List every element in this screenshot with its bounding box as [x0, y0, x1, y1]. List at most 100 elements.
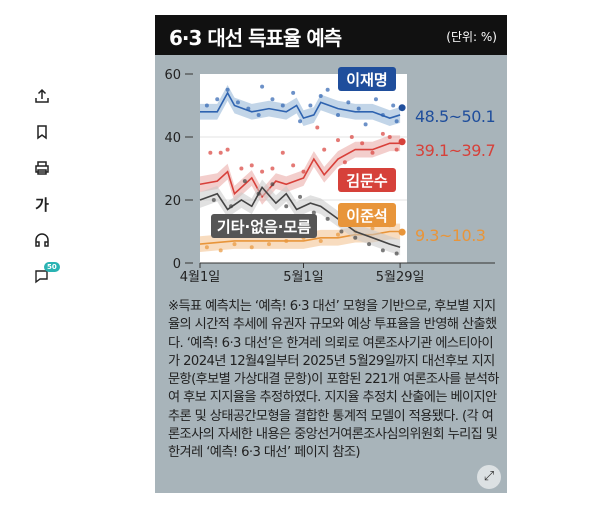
poll-dot [225, 147, 230, 152]
final-estimate-dot [398, 228, 406, 236]
poll-dot [336, 112, 340, 117]
x-tick-label: 5월1일 [283, 270, 323, 285]
poll-dot [204, 245, 209, 250]
comment-button[interactable]: 50 [30, 258, 60, 294]
print-icon[interactable] [30, 150, 54, 186]
poll-dot [204, 103, 209, 108]
poll-dot [242, 179, 247, 184]
poll-dot [249, 245, 254, 250]
poll-dot [394, 251, 399, 256]
poll-dot [363, 122, 368, 127]
poll-dot [336, 232, 340, 237]
poll-dot [218, 150, 223, 155]
confidence-band [200, 179, 401, 256]
poll-dot [336, 138, 340, 143]
poll-dot [353, 235, 358, 240]
poll-dot [360, 141, 365, 146]
poll-dot [280, 103, 285, 108]
chart-unit: (단위: %) [446, 30, 497, 44]
headphones-icon[interactable] [30, 222, 54, 258]
poll-dot [325, 87, 330, 92]
y-tick-label: 0 [173, 257, 181, 272]
poll-dot [218, 248, 223, 253]
series-label-box [211, 214, 317, 238]
range-label: 39.1~39.7 [415, 141, 495, 160]
font-size-icon[interactable]: 가 [35, 195, 49, 214]
poll-dot [394, 147, 399, 152]
trend-line [199, 230, 401, 245]
poll-dot [380, 131, 385, 136]
poll-dot [367, 242, 372, 247]
poll-dot [311, 210, 316, 215]
series-label-box [338, 203, 396, 227]
poll-dot [322, 147, 327, 152]
poll-dot [270, 97, 275, 102]
chart-header: 6·3 대선 득표율 예측 (단위: %) [155, 15, 507, 55]
bookmark-icon[interactable] [30, 114, 54, 150]
range-label: 9.3~10.3 [415, 226, 485, 245]
poll-dot [356, 106, 361, 111]
final-estimate-dot [398, 104, 406, 112]
poll-dot [373, 97, 378, 102]
poll-dot [270, 166, 275, 171]
poll-dot [225, 87, 230, 92]
x-tick-label: 4월1일 [180, 270, 220, 285]
share-icon[interactable] [30, 78, 54, 114]
poll-dot [249, 163, 254, 168]
poll-dot [291, 90, 296, 95]
chart-title: 6·3 대선 득표율 예측 [169, 26, 342, 50]
poll-dot [260, 84, 265, 89]
confidence-band [200, 85, 401, 126]
poll-dot [208, 150, 213, 155]
poll-dot [239, 166, 244, 171]
poll-dot [325, 216, 330, 221]
series-label-box [338, 67, 396, 91]
poll-dot [318, 238, 323, 243]
x-tick-label: 5월29일 [376, 270, 425, 285]
poll-dot [346, 100, 351, 105]
chart-footnote: ※득표 예측치는 ‘예측! 6·3 대선’ 모형을 기반으로, 후보별 지지율의… [168, 299, 499, 461]
poll-dot [387, 135, 392, 139]
series-label-box [338, 168, 396, 192]
article-toolbar: 가 50 [30, 78, 60, 294]
poll-dot [260, 169, 265, 174]
poll-dot [267, 242, 271, 247]
poll-dot [232, 242, 237, 247]
poll-dot [211, 198, 216, 202]
poll-dot [339, 229, 344, 234]
poll-dot [298, 194, 303, 199]
trend-line [200, 91, 401, 120]
poll-dot [370, 226, 375, 231]
y-tick-label: 20 [164, 194, 181, 209]
poll-dot [256, 112, 261, 117]
expand-image-button[interactable]: ⤢ [477, 465, 501, 489]
poll-dot [394, 119, 399, 124]
poll-dot [298, 119, 303, 124]
chart-graphic: 6·3 대선 득표율 예측 (단위: %) 0 20 40 60 4월1일 5월1일 5월2… [155, 15, 507, 493]
poll-dot [301, 169, 306, 174]
poll-dot [391, 103, 396, 108]
series-label: 이준석 [346, 207, 387, 225]
poll-dot [215, 97, 220, 102]
poll-dot [235, 100, 240, 105]
range-label: 48.5~50.1 [415, 107, 495, 126]
y-tick-label: 40 [164, 131, 181, 146]
series-label: 김문수 [346, 172, 388, 190]
poll-dot [291, 163, 296, 168]
poll-dot [380, 248, 385, 253]
poll-dot [349, 135, 354, 139]
poll-dot [308, 103, 313, 108]
poll-dot [284, 204, 289, 209]
trend-line [199, 142, 401, 199]
poll-dot [270, 182, 275, 187]
comment-count-badge: 50 [44, 262, 60, 272]
poll-dot [370, 150, 375, 155]
poll-dot [280, 150, 285, 155]
trend-line [199, 186, 401, 249]
poll-dot [315, 125, 320, 130]
poll-dot [342, 160, 347, 165]
y-tick-label: 60 [164, 68, 181, 83]
series-label: 기타·없음·모름 [217, 218, 311, 236]
series-label: 이재명 [346, 71, 387, 89]
